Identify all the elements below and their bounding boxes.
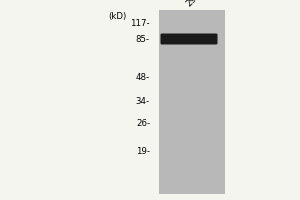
Text: 26-: 26- [136, 119, 150, 129]
Text: 48-: 48- [136, 73, 150, 82]
Text: 85-: 85- [136, 34, 150, 44]
Text: 117-: 117- [130, 19, 150, 27]
FancyBboxPatch shape [160, 33, 218, 45]
Bar [159, 10, 225, 194]
Text: 293: 293 [184, 0, 203, 8]
Text: 34-: 34- [136, 97, 150, 106]
Text: (kD): (kD) [108, 12, 126, 21]
Text: 19-: 19- [136, 148, 150, 156]
